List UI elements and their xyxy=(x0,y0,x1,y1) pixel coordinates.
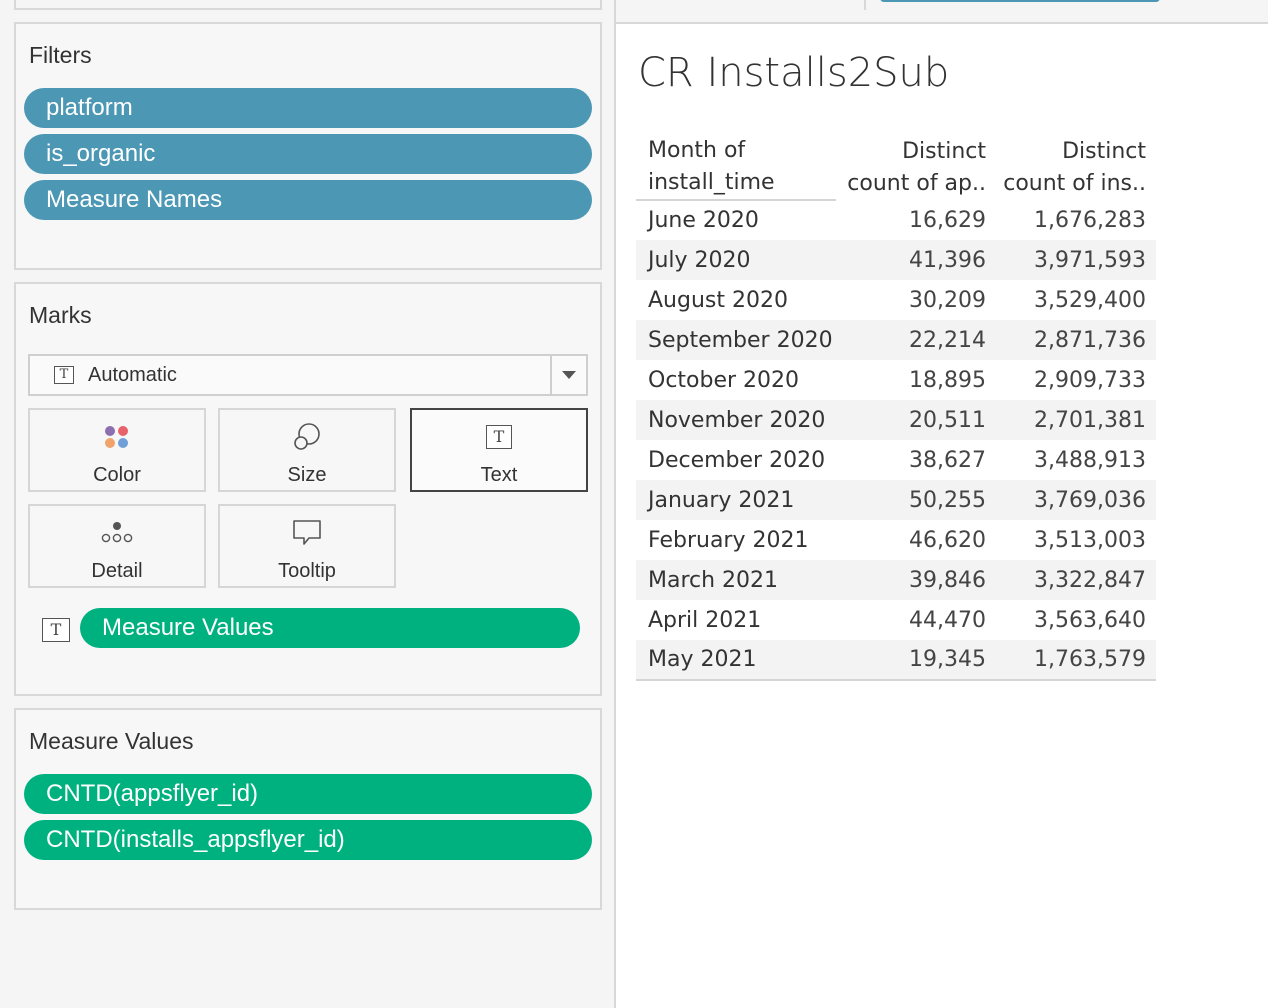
color-icon xyxy=(30,422,204,452)
month-cell[interactable]: August 2020 xyxy=(648,287,788,313)
distinct-installs-cell[interactable]: 3,563,640 xyxy=(1034,607,1146,633)
crosstab-table: Month of install_time Distinct count of … xyxy=(636,128,1156,681)
color-button[interactable]: Color xyxy=(28,408,206,492)
table-row: April 2021 44,470 3,563,640 xyxy=(636,600,1156,640)
text-mark-icon: T xyxy=(54,366,74,384)
header-installs-line1: Distinct xyxy=(1062,139,1146,164)
detail-icon xyxy=(30,518,204,548)
distinct-apps-cell[interactable]: 16,629 xyxy=(909,207,986,233)
distinct-apps-cell[interactable]: 18,895 xyxy=(909,367,986,393)
distinct-installs-cell[interactable]: 3,769,036 xyxy=(996,480,1156,520)
header-month-line2: install_time xyxy=(648,170,775,195)
table-row: November 2020 20,511 2,701,381 xyxy=(636,400,1156,440)
month-cell[interactable]: September 2020 xyxy=(636,320,836,360)
distinct-installs-cell[interactable]: 3,322,847 xyxy=(996,560,1156,600)
month-cell[interactable]: July 2020 xyxy=(636,240,836,280)
distinct-installs-cell[interactable]: 3,971,593 xyxy=(996,240,1156,280)
month-cell[interactable]: November 2020 xyxy=(636,400,836,440)
table-row: January 2021 50,255 3,769,036 xyxy=(636,480,1156,520)
size-icon xyxy=(220,422,394,452)
worksheet-view: CR Installs2Sub Month of install_time Di… xyxy=(614,0,1268,1008)
distinct-installs-cell[interactable]: 1,763,579 xyxy=(996,640,1156,681)
text-encoding-icon[interactable]: T xyxy=(42,618,70,642)
filters-title: Filters xyxy=(29,42,92,68)
table-row: August 2020 30,209 3,529,400 xyxy=(636,280,1156,320)
mark-type-dropdown[interactable]: T Automatic xyxy=(28,354,588,396)
distinct-installs-cell[interactable]: 3,529,400 xyxy=(1034,287,1146,313)
sheet-title: CR Installs2Sub xyxy=(638,50,950,96)
color-label: Color xyxy=(93,464,141,486)
text-measure-values-pill[interactable]: Measure Values xyxy=(80,608,580,648)
measure-values-card: Measure Values CNTD(appsflyer_id) CNTD(i… xyxy=(14,708,602,910)
distinct-apps-cell[interactable]: 30,209 xyxy=(909,287,986,313)
detail-label: Detail xyxy=(91,560,143,582)
distinct-installs-cell[interactable]: 2,871,736 xyxy=(996,320,1156,360)
month-cell[interactable]: April 2021 xyxy=(648,607,762,633)
top-separator xyxy=(864,0,866,10)
chevron-down-icon[interactable] xyxy=(562,371,576,379)
table-row: February 2021 46,620 3,513,003 xyxy=(636,520,1156,560)
header-apps-line1: Distinct xyxy=(902,139,986,164)
distinct-installs-cell[interactable]: 1,676,283 xyxy=(1034,207,1146,233)
size-label: Size xyxy=(287,464,327,486)
table-row: June 2020 16,629 1,676,283 xyxy=(636,200,1156,240)
pages-card-bottom xyxy=(14,0,602,10)
side-panel: Filters platform is_organic Measure Name… xyxy=(0,0,614,1008)
month-cell[interactable]: February 2021 xyxy=(648,527,809,553)
filter-pill-is-organic[interactable]: is_organic xyxy=(24,134,592,174)
marks-title: Marks xyxy=(29,302,92,328)
distinct-apps-cell[interactable]: 20,511 xyxy=(836,400,996,440)
distinct-installs-cell[interactable]: 2,701,381 xyxy=(996,400,1156,440)
tooltip-label: Tooltip xyxy=(278,560,336,582)
distinct-installs-cell[interactable]: 3,488,913 xyxy=(1034,447,1146,473)
filter-pill-measure-names[interactable]: Measure Names xyxy=(24,180,592,220)
header-month[interactable]: Month of install_time xyxy=(636,128,836,201)
table-row: September 2020 22,214 2,871,736 xyxy=(636,320,1156,360)
measure-pill-installs-appsflyer-id[interactable]: CNTD(installs_appsflyer_id) xyxy=(24,820,592,860)
header-distinct-apps[interactable]: Distinct count of ap.. xyxy=(836,128,996,200)
distinct-installs-cell[interactable]: 3,513,003 xyxy=(1034,527,1146,553)
distinct-apps-cell[interactable]: 39,846 xyxy=(836,560,996,600)
header-distinct-installs[interactable]: Distinct count of ins.. xyxy=(996,128,1156,200)
measure-values-title: Measure Values xyxy=(29,728,194,754)
distinct-apps-cell[interactable]: 38,627 xyxy=(909,447,986,473)
table-row: May 2021 19,345 1,763,579 xyxy=(636,640,1156,681)
distinct-apps-cell[interactable]: 19,345 xyxy=(836,640,996,681)
table-row: March 2021 39,846 3,322,847 xyxy=(636,560,1156,600)
filters-card: Filters platform is_organic Measure Name… xyxy=(14,22,602,270)
header-installs-line2: count of ins.. xyxy=(1003,171,1146,196)
top-shelf-pill[interactable] xyxy=(880,0,1160,2)
month-cell[interactable]: October 2020 xyxy=(648,367,800,393)
dropdown-divider xyxy=(550,356,552,394)
filter-pill-platform[interactable]: platform xyxy=(24,88,592,128)
month-cell[interactable]: January 2021 xyxy=(636,480,836,520)
distinct-apps-cell[interactable]: 50,255 xyxy=(836,480,996,520)
distinct-apps-cell[interactable]: 41,396 xyxy=(836,240,996,280)
tooltip-icon xyxy=(220,518,394,548)
text-button[interactable]: T Text xyxy=(410,408,588,492)
month-cell[interactable]: December 2020 xyxy=(648,447,826,473)
marks-card: Marks T Automatic Color xyxy=(14,282,602,696)
worksheet-top-bar xyxy=(616,0,1268,24)
table-row: July 2020 41,396 3,971,593 xyxy=(636,240,1156,280)
month-cell[interactable]: March 2021 xyxy=(636,560,836,600)
mark-type-value: Automatic xyxy=(88,364,177,386)
tooltip-button[interactable]: Tooltip xyxy=(218,504,396,588)
table-row: December 2020 38,627 3,488,913 xyxy=(636,440,1156,480)
text-label: Text xyxy=(480,464,518,486)
table-header-row: Month of install_time Distinct count of … xyxy=(636,128,1156,201)
text-icon: T xyxy=(412,422,586,452)
header-month-line1: Month of xyxy=(648,138,746,163)
distinct-apps-cell[interactable]: 22,214 xyxy=(836,320,996,360)
size-button[interactable]: Size xyxy=(218,408,396,492)
month-cell[interactable]: June 2020 xyxy=(648,208,759,233)
header-apps-line2: count of ap.. xyxy=(847,171,986,196)
measure-pill-appsflyer-id[interactable]: CNTD(appsflyer_id) xyxy=(24,774,592,814)
distinct-installs-cell[interactable]: 2,909,733 xyxy=(1034,367,1146,393)
distinct-apps-cell[interactable]: 46,620 xyxy=(909,527,986,553)
month-cell[interactable]: May 2021 xyxy=(636,640,836,681)
table-row: October 2020 18,895 2,909,733 xyxy=(636,360,1156,400)
distinct-apps-cell[interactable]: 44,470 xyxy=(909,607,986,633)
detail-button[interactable]: Detail xyxy=(28,504,206,588)
